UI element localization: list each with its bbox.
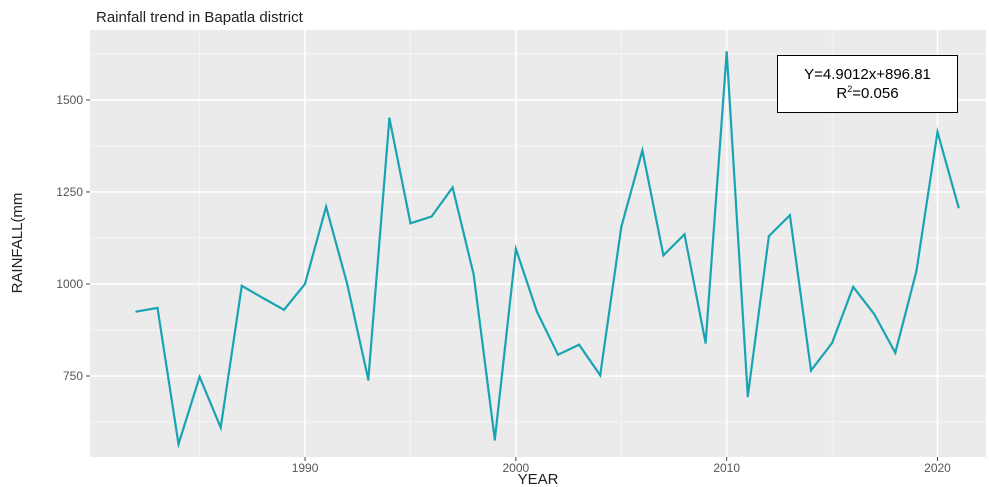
rainfall-data-point <box>894 351 897 354</box>
x-tick-label: 1990 <box>292 461 319 475</box>
regression-equation: Y=4.9012x+896.81 <box>804 66 931 83</box>
rainfall-data-point <box>282 308 286 311</box>
rainfall-data-point <box>683 233 686 236</box>
rainfall-data-point <box>599 374 602 377</box>
regression-annotation: Y=4.9012x+896.81 R2=0.056 <box>777 55 958 113</box>
x-axis-ticks: 1990 2000 2010 2020 <box>292 457 951 475</box>
rainfall-data-point <box>493 438 496 441</box>
rainfall-data-point <box>767 235 770 238</box>
rainfall-data-point <box>346 282 349 286</box>
rainfall-data-point <box>472 273 475 276</box>
y-tick-label: 750 <box>63 369 83 383</box>
rainfall-data-point <box>535 310 539 313</box>
y-tick-label: 1000 <box>56 277 83 291</box>
r-squared-value: =0.056 <box>852 85 899 102</box>
rainfall-data-point <box>177 443 180 446</box>
rainfall-data-point <box>873 313 876 316</box>
r-squared-prefix: R <box>836 85 848 102</box>
chart-title: Rainfall trend in Bapatla district <box>96 9 304 26</box>
x-tick-label: 2000 <box>503 461 530 475</box>
rainfall-data-point <box>430 215 433 218</box>
y-axis-ticks: 750 1000 1250 1500 <box>56 93 90 383</box>
rainfall-data-point <box>556 353 560 356</box>
rainfall-data-point <box>915 270 918 273</box>
x-tick-label: 2020 <box>924 461 951 475</box>
rainfall-data-point <box>219 426 222 429</box>
y-tick-label: 1250 <box>56 185 83 199</box>
rainfall-data-point <box>198 375 201 378</box>
rainfall-data-point <box>451 186 454 189</box>
rainfall-data-point <box>135 310 138 313</box>
minor-gridlines <box>90 30 986 457</box>
series-group <box>135 50 960 449</box>
rainfall-data-point <box>788 214 792 217</box>
rainfall-data-point <box>514 247 517 251</box>
rainfall-data-point <box>852 285 855 289</box>
x-tick-label: 2010 <box>713 461 740 475</box>
rainfall-series-line <box>136 52 960 449</box>
rainfall-data-point <box>303 282 307 286</box>
y-tick-label: 1500 <box>56 93 83 107</box>
rainfall-data-point <box>809 369 813 372</box>
rainfall-data-point <box>725 50 728 54</box>
rainfall-data-point <box>704 341 707 344</box>
rainfall-data-point <box>830 341 834 344</box>
rainfall-data-point <box>261 296 264 300</box>
rainfall-data-point <box>746 395 749 398</box>
r-squared-line: R2=0.056 <box>778 84 957 103</box>
rainfall-data-point <box>325 205 328 208</box>
rainfall-data-point <box>662 254 665 257</box>
rainfall-data-point <box>957 206 960 209</box>
rainfall-data-point <box>240 284 243 287</box>
r-squared-exponent: 2 <box>847 84 853 94</box>
rainfall-data-point <box>409 222 412 225</box>
rainfall-data-point <box>641 149 644 152</box>
rainfall-data-point <box>620 225 623 229</box>
rainfall-data-point <box>367 378 370 381</box>
rainfall-data-point <box>156 306 159 310</box>
rainfall-data-point <box>578 343 581 346</box>
rainfall-data-point <box>388 117 391 120</box>
x-axis-title: YEAR <box>518 471 559 487</box>
rainfall-data-point <box>936 130 939 134</box>
y-axis-title: RAINFALL(mm <box>9 193 26 294</box>
